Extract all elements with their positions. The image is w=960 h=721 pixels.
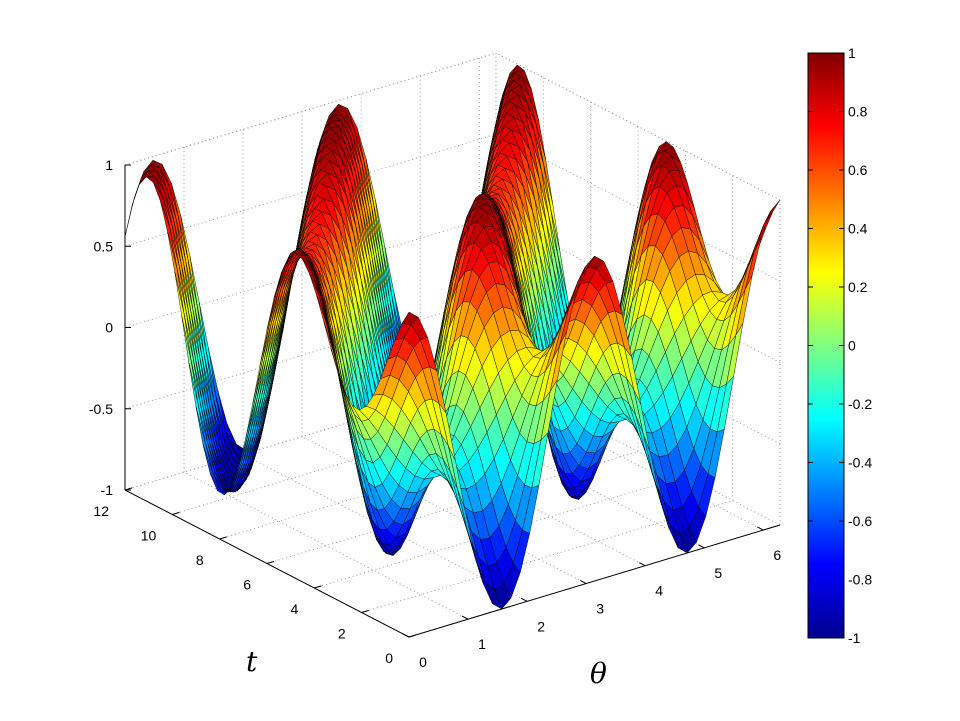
colorbar-tick-label: -0.4: [848, 455, 872, 471]
t-tick-mark: [172, 511, 180, 515]
theta-tick-mark: [402, 633, 410, 638]
colorbar-tick-label: -1: [848, 630, 861, 646]
z-tick-label: -0.5: [89, 401, 113, 417]
theta-tick-mark: [639, 562, 646, 567]
t-tick-label: 10: [141, 528, 157, 544]
theta-tick-mark: [461, 615, 469, 620]
t-tick-mark: [266, 560, 275, 564]
t-tick-mark: [408, 634, 417, 638]
t-tick-label: 6: [243, 577, 251, 593]
t-tick-mark: [314, 585, 322, 589]
t-tick-label: 8: [196, 552, 204, 568]
t-tick-label: 12: [93, 503, 109, 519]
t-tick-label: 2: [338, 626, 346, 642]
theta-tick-mark: [757, 526, 764, 531]
theta-tick-label: 0: [419, 654, 427, 670]
colorbar: [807, 52, 845, 639]
theta-tick-label: 2: [537, 618, 545, 634]
z-tick-label: 1: [105, 157, 113, 173]
back-wall-grid-line: [124, 377, 497, 491]
z-tick-label: 0: [105, 320, 113, 336]
floor-grid-line: [266, 451, 639, 564]
colorbar-tick-label: 0.8: [848, 104, 868, 120]
floor-grid-line: [361, 500, 733, 613]
x-axis-label: θ: [590, 657, 607, 690]
t-tick-label: 0: [385, 650, 393, 666]
colorbar-tick-label: -0.2: [848, 396, 872, 412]
theta-tick-mark: [520, 597, 528, 602]
surface-patch: [124, 177, 142, 237]
surface-patch: [401, 311, 419, 325]
theta-tick-label: 1: [478, 636, 486, 652]
colorbar-tick-label: 0.2: [848, 279, 868, 295]
floor-grid-line: [183, 471, 469, 620]
theta-tick-label: 6: [773, 547, 781, 563]
floor-grid-line: [172, 402, 544, 515]
t-tick-mark: [219, 536, 227, 540]
colorbar-tick-label: 1: [848, 45, 856, 61]
back-wall-grid-line: [124, 296, 497, 410]
theta-tick-label: 4: [655, 583, 663, 599]
colorbar-tick-label: -0.6: [848, 513, 872, 529]
z-tick-label: -1: [101, 482, 114, 498]
top-back-edge: [124, 52, 497, 166]
z-tick-label: 0.5: [94, 238, 114, 254]
surface-mesh: [124, 64, 781, 610]
y-axis-label: t: [246, 645, 258, 678]
surface-patch: [744, 236, 762, 290]
colorbar-tick-label: -0.8: [848, 572, 872, 588]
colorbar-tick-label: 0.4: [848, 221, 868, 237]
back-wall-grid-line: [124, 52, 497, 166]
surface-patch: [754, 210, 771, 253]
theta-axis-line: [408, 524, 781, 638]
t-tick-label: 4: [291, 601, 299, 617]
theta-tick-label: 3: [596, 601, 604, 617]
theta-tick-mark: [579, 580, 587, 584]
theta-tick-mark: [698, 544, 705, 549]
floor-grid-line: [219, 426, 591, 540]
colorbar-tick-label: 0.6: [848, 162, 868, 178]
axes-box-edges: [124, 164, 781, 638]
colorbar-ticks: -1 -0.8 -0.6 -0.4 -0.2 0 0.2 0.4 0.6 0.8 1: [808, 45, 872, 646]
t-tick-mark: [361, 609, 369, 613]
floor-grid-line: [314, 475, 686, 589]
back-wall-grid-line: [124, 133, 497, 247]
theta-tick-label: 5: [714, 565, 722, 581]
colorbar-tick-label: 0: [848, 338, 856, 354]
